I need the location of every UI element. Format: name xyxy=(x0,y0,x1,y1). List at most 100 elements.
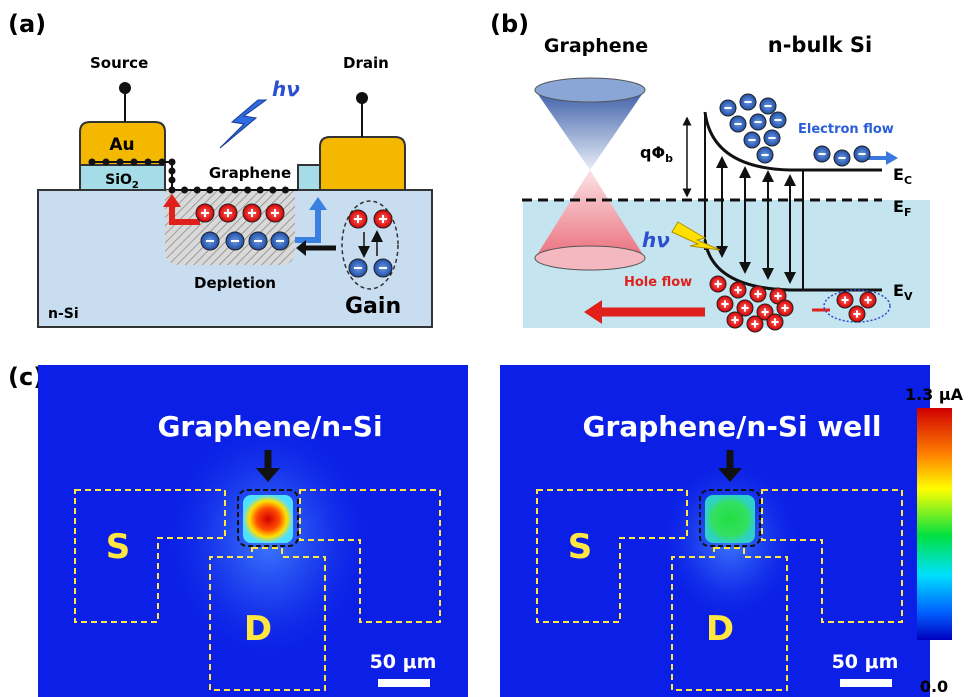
scale-bar-label: 50 μm xyxy=(832,651,899,673)
sio2-sub: 2 xyxy=(132,180,139,191)
graphene-atom xyxy=(181,186,189,194)
silicon-title: n-bulk Si xyxy=(768,33,872,57)
drain-label: D xyxy=(244,609,272,649)
hole-flow-label: Hole flow xyxy=(624,275,692,290)
substrate-label: n-Si xyxy=(48,306,79,322)
ec-label: EC xyxy=(893,165,912,187)
ev-sub: V xyxy=(904,290,913,303)
graphene-atom xyxy=(168,167,176,175)
graphene-atom xyxy=(168,158,176,166)
graphene-atom xyxy=(116,158,124,166)
drain-label: Drain xyxy=(343,54,389,72)
drain-label: D xyxy=(706,609,734,649)
graphene-title: Graphene xyxy=(544,35,648,57)
drain-outline xyxy=(209,547,326,691)
colorbar-max: 1.3 μA xyxy=(905,385,964,404)
drain-pad xyxy=(319,136,406,191)
graphene-atom xyxy=(168,186,176,194)
panel-label: (b) xyxy=(490,10,529,38)
graphene-atom xyxy=(102,158,110,166)
cone-rim xyxy=(534,77,646,103)
graphene-atom xyxy=(281,186,289,194)
sio2-layer xyxy=(79,164,166,191)
graphene-atom xyxy=(158,158,166,166)
electron-flow-arrowhead xyxy=(886,151,898,165)
source-outline xyxy=(536,489,688,623)
hot-spot xyxy=(243,495,293,543)
cone-rim xyxy=(534,245,646,271)
photon-label: hν xyxy=(272,77,300,101)
graphene-atom xyxy=(144,158,152,166)
map-title: Graphene/n-Si well xyxy=(583,410,882,443)
barrier-text: qΦ xyxy=(640,143,665,162)
graphene-atom xyxy=(193,186,201,194)
drain-side-outline xyxy=(299,489,441,623)
source-label: S xyxy=(106,527,131,567)
gain-label: Gain xyxy=(345,294,401,319)
ef-sub: F xyxy=(904,206,912,219)
drain-pin xyxy=(356,92,368,104)
ec-text: E xyxy=(893,165,904,184)
graphene-atom xyxy=(231,186,239,194)
dirac-cone-upper xyxy=(535,90,645,170)
source-label: S xyxy=(568,527,593,567)
photon-label: hν xyxy=(642,228,670,252)
electron-flow-label: Electron flow xyxy=(798,122,894,137)
source-pin xyxy=(119,82,131,94)
depletion-region xyxy=(165,190,295,265)
graphene-atom xyxy=(244,186,252,194)
ef-label: EF xyxy=(893,197,911,219)
graphene-label: Graphene xyxy=(209,164,291,182)
map-title: Graphene/n-Si xyxy=(157,410,382,443)
sio2-text: SiO xyxy=(105,172,132,188)
valence-band xyxy=(703,239,882,292)
panel-label: (a) xyxy=(8,10,46,38)
panel-a: (a) Source Drain Au SiO2 hν Graphene Dep… xyxy=(8,10,433,328)
photon-bolt xyxy=(671,221,721,251)
graphene-atom xyxy=(168,176,176,184)
device-outline xyxy=(237,489,299,547)
electron-arrow xyxy=(295,208,321,243)
au-pad xyxy=(79,121,166,166)
colorbar-min: 0.0 xyxy=(920,677,948,696)
au-label: Au xyxy=(109,135,134,155)
scale-bar xyxy=(378,679,430,687)
ev-text: E xyxy=(893,281,904,300)
sio2-layer xyxy=(297,164,321,191)
photon-bolt xyxy=(219,99,268,149)
ev-label: EV xyxy=(893,281,913,303)
drain-outline xyxy=(671,547,788,691)
barrier-sub: b xyxy=(665,152,673,165)
graphene-atom xyxy=(206,186,214,194)
graphene-atom xyxy=(130,158,138,166)
ec-sub: C xyxy=(904,174,912,187)
source-outline xyxy=(74,489,226,623)
ef-text: E xyxy=(893,197,904,216)
drain-side-outline xyxy=(761,489,903,623)
graphene-atom xyxy=(88,158,96,166)
dirac-cone-lower xyxy=(535,170,645,270)
graphene-atom xyxy=(218,186,226,194)
depletion-label: Depletion xyxy=(194,274,276,292)
sio2-label: SiO2 xyxy=(105,172,139,191)
gain-arrowhead xyxy=(296,240,306,256)
hot-spot xyxy=(705,495,755,543)
device-outline xyxy=(699,489,761,547)
colorbar xyxy=(917,408,952,640)
electron-arrowhead xyxy=(309,197,327,210)
gain-ellipse xyxy=(341,200,399,290)
pointer-arrowhead xyxy=(718,468,742,482)
barrier-label: qΦb xyxy=(640,143,673,165)
hole-arrow xyxy=(169,205,200,225)
conduction-band xyxy=(703,111,882,172)
graphene-atom xyxy=(269,186,277,194)
pointer-arrowhead xyxy=(256,468,280,482)
hole-arrowhead xyxy=(163,194,181,207)
panel-b: (b) Graphene n-bulk Si qΦb Electron flow… xyxy=(490,10,930,333)
scale-bar xyxy=(840,679,892,687)
graphene-atom xyxy=(256,186,264,194)
hole-flow-arrowhead xyxy=(584,300,602,324)
source-label: Source xyxy=(90,54,148,72)
